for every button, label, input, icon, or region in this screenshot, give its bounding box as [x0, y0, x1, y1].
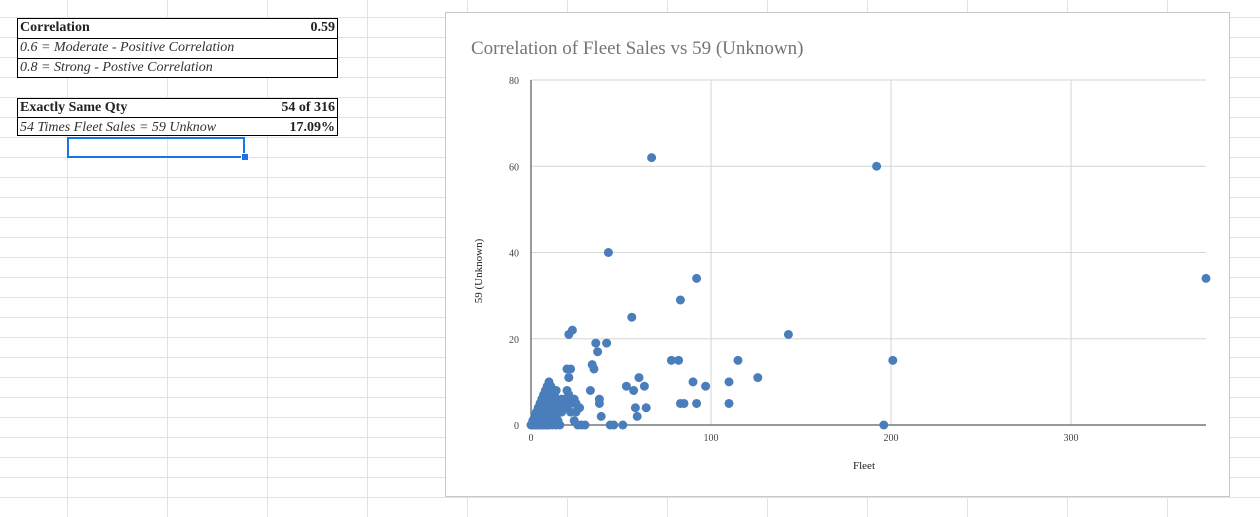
y-tick-label: 80 — [509, 76, 519, 87]
correlation-value: 0.59 — [310, 20, 336, 35]
correlation-label-cell[interactable]: Correlation — [17, 18, 253, 38]
moderate-legend-cell[interactable]: 0.6 = Moderate - Positive Correlation — [17, 38, 338, 58]
strong-legend-cell[interactable]: 0.8 = Strong - Postive Correlation — [17, 58, 338, 78]
data-point — [589, 364, 599, 374]
correlation-divider — [17, 38, 338, 39]
data-point — [634, 373, 644, 383]
scatter-chart[interactable]: Correlation of Fleet Sales vs 59 (Unknow… — [445, 12, 1230, 497]
y-tick-label: 40 — [509, 249, 519, 260]
data-point — [618, 420, 628, 430]
data-point — [594, 398, 604, 408]
data-point — [675, 295, 685, 305]
data-point — [701, 381, 711, 391]
data-point — [602, 338, 612, 348]
y-tick-label: 0 — [514, 421, 519, 432]
data-point — [629, 386, 639, 395]
data-point — [630, 403, 640, 413]
data-point — [553, 416, 563, 426]
fill-handle[interactable] — [241, 153, 249, 161]
exact-same-label-cell[interactable]: Exactly Same Qty — [17, 98, 253, 118]
data-point — [666, 355, 676, 365]
active-cell-selection[interactable] — [67, 137, 245, 158]
data-point — [593, 347, 603, 357]
x-axis-label: Fleet — [853, 460, 875, 472]
x-tick-label: 100 — [704, 433, 719, 444]
data-point — [688, 377, 698, 387]
times-value-cell[interactable]: 17.09% — [253, 118, 338, 136]
times-value: 17.09% — [289, 120, 336, 135]
correlation-value-cell[interactable]: 0.59 — [253, 18, 338, 38]
data-point — [580, 420, 590, 430]
moderate-legend-text: 0.6 = Moderate - Positive Correlation — [20, 40, 235, 55]
data-point — [596, 411, 606, 421]
strong-legend-text: 0.8 = Strong - Postive Correlation — [20, 60, 213, 75]
data-point — [585, 386, 595, 395]
exact-same-label: Exactly Same Qty — [20, 100, 128, 115]
data-point — [647, 153, 657, 163]
exact-same-value: 54 of 316 — [281, 100, 335, 115]
data-point — [888, 355, 898, 365]
chart-svg: Correlation of Fleet Sales vs 59 (Unknow… — [471, 38, 1211, 472]
correlation-label: Correlation — [20, 20, 90, 35]
data-point — [564, 373, 574, 383]
data-point — [679, 398, 689, 408]
x-tick-label: 0 — [529, 433, 534, 444]
data-point — [733, 355, 743, 365]
data-point — [567, 325, 577, 335]
data-point — [753, 373, 763, 383]
y-tick-label: 20 — [509, 335, 519, 346]
x-tick-label: 300 — [1064, 433, 1079, 444]
data-point — [641, 403, 651, 413]
times-label: 54 Times Fleet Sales = 59 Unknow — [20, 120, 217, 135]
data-point — [692, 273, 702, 283]
chart-title: Correlation of Fleet Sales vs 59 (Unknow… — [471, 38, 803, 59]
data-point — [621, 381, 631, 391]
y-axis-label: 59 (Unknown) — [473, 238, 485, 303]
times-label-cell[interactable]: 54 Times Fleet Sales = 59 Unknow — [17, 118, 253, 136]
data-point — [1201, 273, 1211, 283]
data-point — [639, 381, 649, 391]
data-point — [609, 420, 619, 430]
data-point — [783, 329, 793, 339]
data-point — [872, 161, 882, 171]
data-point — [566, 407, 576, 417]
data-point — [603, 248, 613, 257]
data-point — [879, 420, 889, 430]
data-point — [566, 364, 576, 374]
data-point — [627, 312, 637, 322]
x-tick-label: 200 — [884, 433, 899, 444]
data-point — [632, 411, 642, 421]
legend-divider — [17, 58, 338, 59]
data-point — [544, 377, 554, 387]
data-point — [591, 338, 601, 348]
y-tick-label: 60 — [509, 162, 519, 173]
data-point — [724, 377, 734, 387]
data-point — [562, 386, 572, 395]
data-point — [724, 398, 734, 408]
data-point — [546, 403, 556, 413]
data-point — [674, 355, 684, 365]
exact-same-divider — [17, 117, 338, 118]
data-point — [692, 398, 702, 408]
exact-same-value-cell[interactable]: 54 of 316 — [253, 98, 338, 118]
